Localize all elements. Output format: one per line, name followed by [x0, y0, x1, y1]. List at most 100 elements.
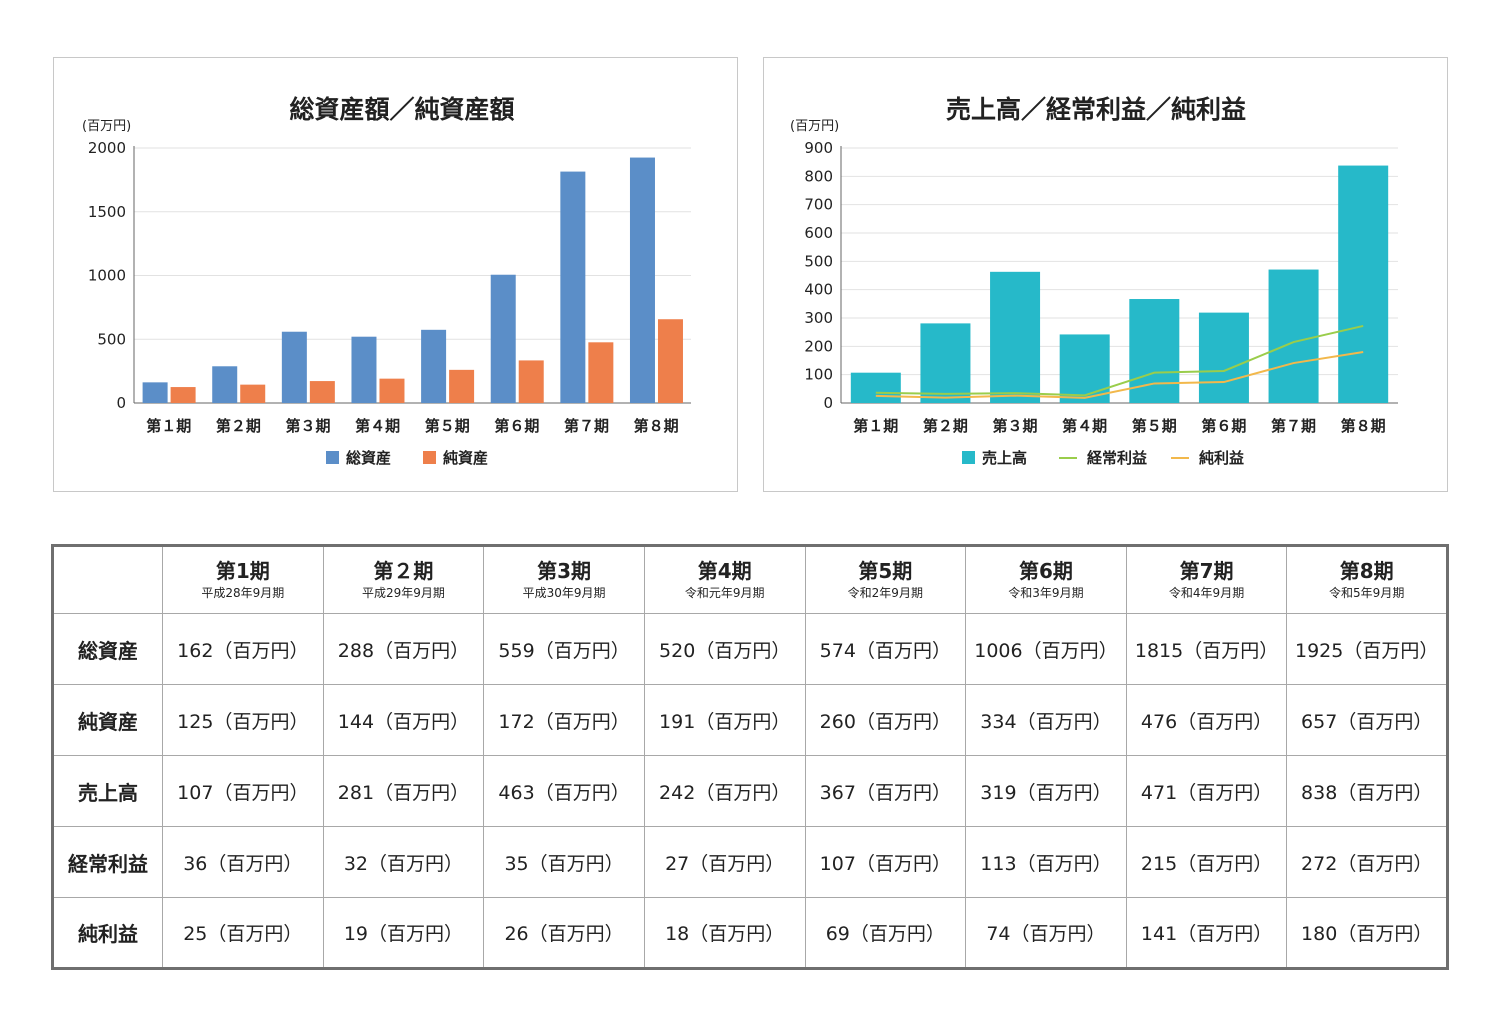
table-corner-cell — [52, 545, 163, 614]
x-tick-label: 第８期 — [1341, 417, 1386, 435]
sales-chart-panel: 売上高／経常利益／純利益 (百万円) 0 100 200 300 400 500 600 700 8… — [763, 57, 1448, 492]
y-tick-label: 0 — [116, 394, 126, 412]
x-tick-label: 第５期 — [1132, 417, 1177, 435]
assets-chart-panel: 総資産額／純資産額 (百万円) 0 500 1000 1500 2000 第１期 第２期 第３期 第… — [53, 57, 738, 492]
period-date: 令和2年9月期 — [847, 586, 923, 600]
x-tick-label: 第６期 — [1201, 417, 1246, 435]
bar-secondary — [170, 387, 196, 403]
cell-unit: （百万円） — [1337, 781, 1433, 804]
cell-value: 172 — [498, 710, 535, 733]
bar-secondary — [518, 360, 544, 403]
table-cell: 520（百万円） — [643, 613, 806, 685]
cell-unit: （百万円） — [849, 923, 945, 945]
row-label: 経常利益 — [52, 826, 163, 898]
table-cell: 272（百万円） — [1286, 826, 1448, 898]
period-header: 第4期令和元年9月期 — [643, 545, 806, 614]
cell-unit: （百万円） — [374, 710, 470, 733]
table-row: 総資産 162（百万円） 288（百万円） 559（百万円） 520（百万円） 574（百… — [52, 613, 1448, 685]
cell-unit: （百万円） — [1343, 639, 1439, 662]
period-name: 第3期 — [537, 559, 592, 583]
table-cell: 172（百万円） — [483, 684, 645, 756]
table-cell: 657（百万円） — [1286, 684, 1448, 756]
table-cell: 476（百万円） — [1125, 684, 1288, 756]
cell-unit: （百万円） — [534, 639, 630, 662]
bar-secondary — [309, 381, 335, 403]
bar-secondary — [240, 384, 266, 403]
table-cell: 162（百万円） — [162, 613, 324, 685]
cell-unit: （百万円） — [1337, 923, 1433, 945]
bar-secondary — [657, 319, 683, 403]
bar-secondary — [588, 342, 614, 403]
cell-unit: （百万円） — [368, 923, 464, 945]
y-tick-label: 400 — [804, 281, 833, 299]
cell-unit: （百万円） — [374, 639, 470, 662]
cell-value: 657 — [1301, 710, 1338, 733]
legend-label: 総資産 — [346, 449, 391, 467]
table-cell: 36（百万円） — [162, 826, 324, 898]
cell-unit: （百万円） — [855, 710, 951, 733]
cell-value: 288 — [337, 639, 375, 662]
cell-value: 242 — [659, 781, 696, 804]
x-tick-label: 第３期 — [286, 417, 331, 435]
cell-value: 32 — [343, 852, 369, 875]
cell-value: 367 — [819, 781, 856, 804]
period-header: 第5期 令和2年9月期 — [804, 545, 967, 614]
cell-unit: （百万円） — [528, 923, 624, 945]
cell-unit: （百万円） — [213, 710, 309, 733]
cell-value: 144 — [337, 710, 375, 733]
y-tick-label: 300 — [804, 309, 833, 327]
x-tick-label: 第１期 — [146, 417, 191, 435]
table-cell: 288（百万円） — [322, 613, 485, 685]
period-name: 第4期 — [697, 559, 752, 583]
cell-value: 463 — [498, 781, 535, 804]
cell-unit: （百万円） — [695, 781, 791, 804]
table-cell: 26（百万円） — [483, 897, 645, 969]
table-cell: 215（百万円） — [1125, 826, 1288, 898]
cell-unit: （百万円） — [1177, 852, 1273, 875]
y-tick-label: 1500 — [88, 203, 126, 221]
table-row: 売上高 107（百万円） 281（百万円） 463（百万円） 242（百万円） 367（百… — [52, 755, 1448, 827]
table-cell: 25（百万円） — [162, 897, 324, 969]
period-header: 第8期 令和5年9月期 — [1286, 545, 1448, 614]
cell-unit: （百万円） — [1177, 781, 1273, 804]
period-header: 第1期 平成28年9月期 — [162, 545, 324, 614]
x-tick-label: 第２期 — [216, 417, 261, 435]
table-cell: 69（百万円） — [804, 897, 967, 969]
sales-profit-chart: 売上高／経常利益／純利益 (百万円) 0 100 200 300 400 500 600 700 8… — [790, 95, 1398, 467]
cell-value: 25 — [183, 923, 208, 945]
legend-swatch — [326, 451, 339, 464]
period-date: 平成30年9月期 — [522, 586, 606, 600]
cell-value: 69 — [825, 923, 850, 945]
table-cell: 27（百万円） — [643, 826, 806, 898]
cell-unit: （百万円） — [1010, 923, 1106, 945]
table-cell: 242（百万円） — [643, 755, 806, 827]
bar-primary — [281, 331, 307, 403]
period-name: 第6期 — [1018, 559, 1073, 583]
cell-unit: （百万円） — [689, 923, 785, 945]
bar-primary — [1268, 269, 1319, 403]
table-cell: 32（百万円） — [322, 826, 485, 898]
table-cell: 1925（百万円） — [1286, 613, 1448, 685]
table-cell: 367（百万円） — [804, 755, 967, 827]
cell-unit: （百万円） — [1337, 710, 1433, 733]
cell-unit: （百万円） — [528, 852, 624, 875]
y-tick-label: 600 — [804, 224, 833, 242]
cell-unit: （百万円） — [695, 639, 791, 662]
x-tick-label: 第３期 — [993, 417, 1038, 435]
table-cell: 18（百万円） — [643, 897, 806, 969]
cell-value: 574 — [819, 639, 856, 662]
series-line — [875, 324, 1364, 397]
period-header: 第3期平成30年9月期 — [483, 545, 645, 614]
table-cell: 113（百万円） — [965, 826, 1127, 898]
table-cell: 334（百万円） — [965, 684, 1127, 756]
table-cell: 260（百万円） — [804, 684, 967, 756]
period-header: 第6期 令和3年9月期 — [965, 545, 1127, 614]
legend-swatch — [962, 451, 975, 464]
bar-primary — [212, 366, 238, 403]
period-date: 令和元年9月期 — [684, 586, 765, 600]
cell-value: 19 — [343, 923, 369, 945]
cell-value: 107 — [177, 781, 214, 804]
bar-primary — [920, 323, 971, 403]
table-cell: 125（百万円） — [162, 684, 324, 756]
cell-unit: （百万円） — [374, 781, 470, 804]
